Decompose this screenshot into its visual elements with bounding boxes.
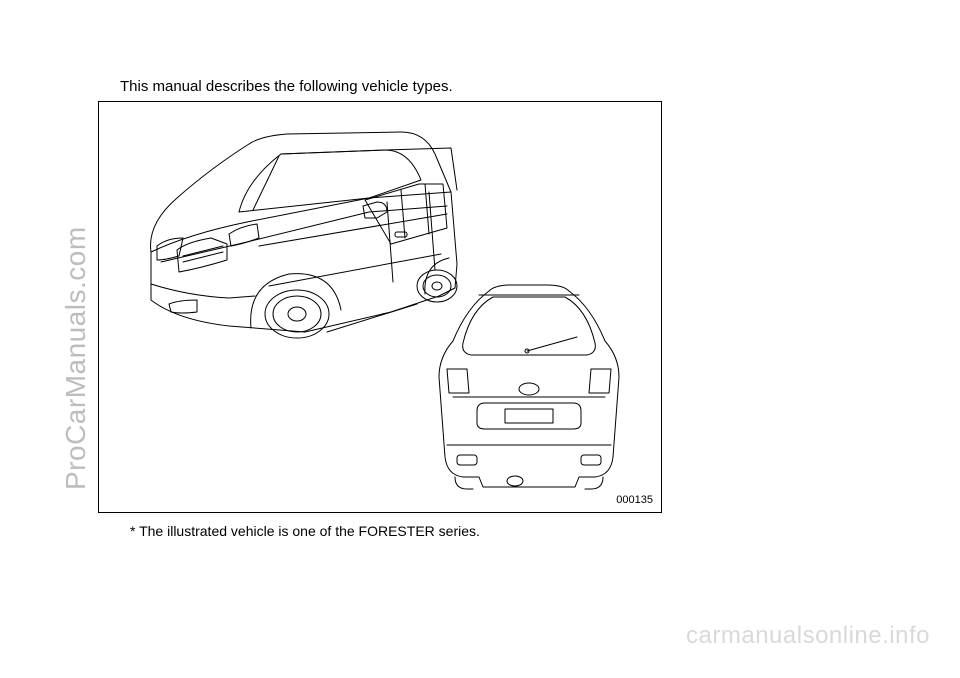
figure-id: 000135 xyxy=(616,494,653,506)
intro-text: This manual describes the following vehi… xyxy=(120,78,453,95)
vehicle-figure-box: 000135 xyxy=(98,101,662,513)
manual-page: This manual describes the following vehi… xyxy=(0,0,960,678)
vehicle-rear-drawing xyxy=(419,277,639,497)
side-watermark: ProCarManuals.com xyxy=(60,226,92,490)
footnote-text: * The illustrated vehicle is one of the … xyxy=(130,523,480,539)
bottom-watermark: carmanualsonline.info xyxy=(686,622,930,650)
